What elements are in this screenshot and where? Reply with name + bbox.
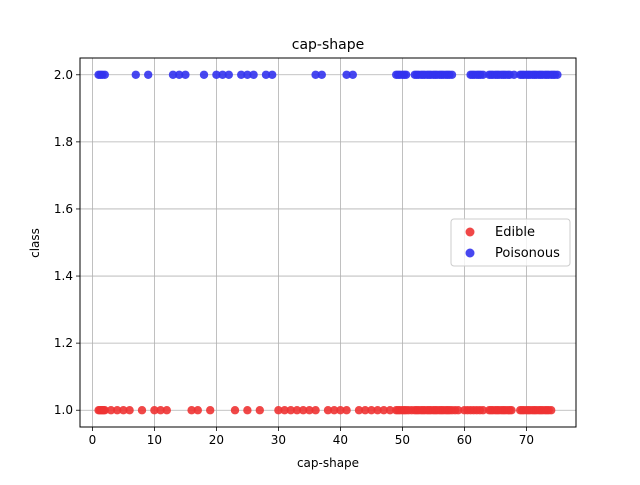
data-point-edible: [292, 406, 302, 415]
data-point-edible: [361, 406, 370, 415]
data-point-edible: [206, 406, 215, 415]
data-point-poisonous: [401, 70, 411, 79]
data-point-poisonous: [237, 70, 246, 79]
data-point-edible: [311, 406, 320, 415]
data-point-poisonous: [144, 70, 153, 79]
data-point-edible: [342, 406, 351, 415]
data-point-poisonous: [478, 70, 488, 79]
data-point-poisonous: [131, 70, 140, 79]
data-point-poisonous: [342, 70, 351, 79]
data-point-edible: [478, 406, 488, 415]
data-point-edible: [299, 406, 308, 415]
data-point-edible: [547, 406, 556, 415]
x-tick-label: 40: [333, 433, 348, 447]
data-point-edible: [125, 406, 134, 415]
data-point-edible: [162, 406, 171, 415]
data-point-edible: [230, 406, 240, 415]
data-point-poisonous: [268, 70, 277, 79]
data-point-edible: [255, 406, 264, 415]
data-point-poisonous: [261, 70, 271, 79]
legend-box: [450, 218, 571, 267]
data-point-edible: [187, 406, 196, 415]
data-point-poisonous: [212, 70, 221, 79]
x-axis-label: cap-shape: [297, 456, 359, 470]
legend-marker-poisonous: [465, 248, 475, 258]
data-point-edible: [100, 406, 110, 415]
data-point-poisonous: [243, 70, 252, 79]
data-point-edible: [323, 406, 333, 415]
data-point-edible: [336, 406, 345, 415]
data-point-poisonous: [311, 70, 320, 79]
data-point-poisonous: [175, 70, 184, 79]
x-tick-label: 50: [395, 433, 410, 447]
data-point-poisonous: [553, 70, 562, 79]
data-point-edible: [193, 406, 202, 415]
y-tick-label: 1.6: [54, 202, 73, 216]
data-point-edible: [137, 406, 147, 415]
legend-label-poisonous: Poisonous: [495, 246, 560, 261]
series-poisonous: [94, 70, 562, 79]
data-point-poisonous: [447, 70, 457, 79]
data-point-edible: [113, 406, 122, 415]
y-tick-label: 1.0: [54, 403, 73, 417]
series-edible: [94, 406, 556, 415]
data-point-poisonous: [224, 70, 233, 79]
data-point-edible: [379, 406, 388, 415]
data-point-edible: [330, 406, 339, 415]
data-point-edible: [354, 406, 364, 415]
data-point-edible: [280, 406, 289, 415]
data-point-poisonous: [218, 70, 227, 79]
data-point-poisonous: [348, 70, 357, 79]
x-tick-label: 20: [209, 433, 224, 447]
x-tick-label: 0: [89, 433, 97, 447]
data-point-edible: [156, 406, 165, 415]
y-tick-label: 1.2: [54, 336, 73, 350]
data-point-edible: [385, 406, 395, 415]
legend-marker-edible: [465, 227, 475, 237]
x-tick-label: 70: [519, 433, 534, 447]
plot-frame: [79, 57, 577, 428]
y-axis-label: class: [28, 228, 42, 258]
x-tick-label: 60: [457, 433, 472, 447]
x-axis-ticks: 0 10 20 30 40 50 60 70: [89, 427, 534, 447]
legend-label-edible: Edible: [495, 225, 535, 240]
data-point-edible: [454, 406, 463, 415]
data-point-edible: [119, 406, 128, 415]
data-point-poisonous: [181, 70, 190, 79]
data-point-edible: [367, 406, 376, 415]
data-point-poisonous: [509, 70, 519, 79]
data-point-edible: [274, 406, 283, 415]
data-point-edible: [507, 406, 516, 415]
data-point-edible: [286, 406, 295, 415]
chart-title: cap-shape: [292, 37, 364, 53]
data-point-poisonous: [317, 70, 326, 79]
data-point-poisonous: [249, 70, 258, 79]
data-point-edible: [150, 406, 159, 415]
data-point-poisonous: [199, 70, 209, 79]
data-point-edible: [243, 406, 252, 415]
data-point-edible: [106, 406, 116, 415]
y-axis-ticks: 1.0 1.2 1.4 1.6 1.8 2.0: [54, 68, 80, 417]
data-point-poisonous: [168, 70, 178, 79]
x-tick-label: 30: [271, 433, 286, 447]
y-tick-label: 1.4: [54, 269, 73, 283]
data-point-edible: [373, 406, 382, 415]
data-point-edible: [305, 406, 314, 415]
data-points: [94, 70, 562, 415]
data-point-poisonous: [100, 70, 110, 79]
legend: Edible Poisonous: [450, 218, 571, 267]
y-tick-label: 1.8: [54, 135, 73, 149]
y-tick-label: 2.0: [54, 68, 73, 82]
x-tick-label: 10: [147, 433, 162, 447]
